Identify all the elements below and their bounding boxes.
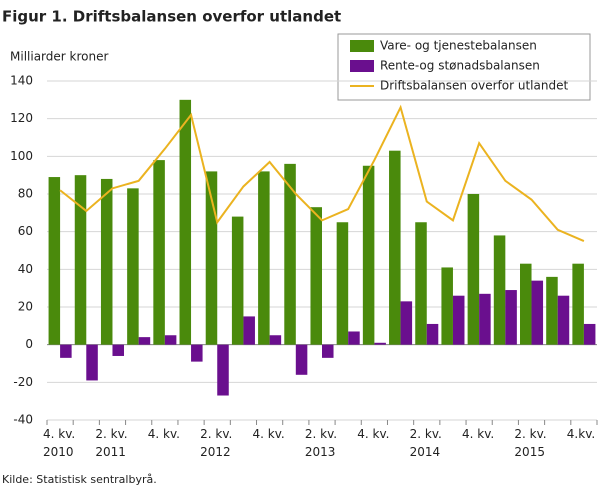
legend-label: Rente-og stønadsbalansen: [380, 59, 540, 73]
bar: [467, 194, 480, 345]
bar: [441, 267, 453, 345]
bar: [243, 316, 255, 345]
x-tick-label: 4. kv.: [357, 427, 390, 441]
legend-box: [337, 33, 591, 101]
bar: [86, 344, 98, 381]
legend-swatch: [350, 60, 374, 72]
bar: [426, 323, 439, 345]
y-tick-label: 80: [18, 187, 33, 201]
x-tick-label: 4. kv. 2010: [43, 427, 76, 459]
bar: [60, 344, 72, 358]
bar: [362, 165, 375, 345]
x-tick-label: 4.kv.: [566, 427, 596, 441]
x-tick-label: 4. kv.: [252, 427, 285, 441]
bar: [310, 207, 322, 345]
legend-swatch: [350, 40, 374, 52]
y-tick-label: 100: [10, 149, 33, 163]
bar: [269, 335, 282, 345]
bar: [164, 335, 177, 345]
y-tick-label: -40: [13, 413, 33, 427]
bar: [348, 331, 360, 345]
x-tick-label: 2. kv. 2015: [514, 427, 547, 459]
x-tick-label: 2. kv. 2014: [409, 427, 442, 459]
bar: [415, 222, 427, 345]
x-tick-label: 2. kv. 2011: [95, 427, 128, 459]
bar: [138, 337, 151, 345]
bar: [258, 171, 270, 345]
y-tick-label: -20: [13, 375, 33, 389]
bar: [217, 344, 229, 396]
y-tick-label: 20: [18, 300, 33, 314]
y-tick-label: 60: [18, 224, 33, 238]
bar: [153, 160, 165, 345]
line: [59, 104, 585, 243]
bar: [374, 342, 386, 345]
bar: [179, 99, 192, 345]
bar: [336, 222, 349, 345]
y-tick-label: 120: [10, 111, 33, 125]
bar: [389, 150, 401, 345]
legend-label: Driftsbalansen overfor utlandet: [380, 79, 568, 93]
x-tick-label: 4. kv.: [147, 427, 180, 441]
bar: [191, 344, 203, 362]
bar: [284, 163, 296, 345]
bar: [295, 344, 308, 375]
y-axis-label: Milliarder kroner: [10, 50, 108, 64]
bar: [100, 178, 113, 345]
bar: [520, 263, 532, 345]
y-tick-label: 140: [10, 74, 33, 88]
bar: [479, 293, 491, 345]
y-tick-label: 40: [18, 262, 33, 276]
bar: [322, 344, 334, 358]
x-tick-label: 4. kv.: [462, 427, 495, 441]
legend-label: Vare- og tjenestebalansen: [380, 39, 537, 53]
source: Kilde: Statistisk sentralbyrå.: [2, 473, 157, 486]
bar: [493, 235, 506, 345]
bar: [452, 295, 465, 345]
bar: [583, 323, 596, 345]
bar: [112, 344, 124, 356]
bar: [400, 301, 413, 345]
bar: [546, 276, 558, 345]
bar: [531, 280, 544, 345]
bar: [231, 216, 244, 345]
bar: [557, 295, 570, 345]
bar: [74, 175, 87, 345]
bar: [127, 188, 139, 345]
bar: [205, 171, 218, 345]
chart-title: Figur 1. Driftsbalansen overfor utlandet: [2, 8, 341, 26]
x-tick-label: 2. kv. 2012: [200, 427, 233, 459]
y-tick-label: 0: [25, 337, 33, 351]
bar: [505, 290, 517, 345]
bar: [572, 263, 584, 345]
bar: [48, 177, 61, 345]
x-tick-label: 2. kv. 2013: [304, 427, 338, 459]
